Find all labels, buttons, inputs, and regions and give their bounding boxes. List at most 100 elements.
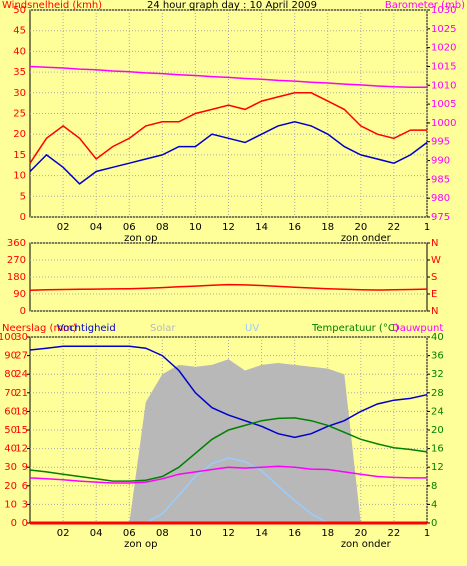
- y2ticks-label: S: [431, 272, 437, 283]
- legend-entry: Solar: [150, 323, 176, 334]
- x-tick-label: 16: [288, 222, 301, 233]
- yticks-label: 35: [13, 67, 26, 78]
- x-tick-label: 06: [123, 222, 136, 233]
- line: [29, 121, 428, 185]
- y3ticks-label: 27: [15, 351, 28, 362]
- yticks-label: 50: [4, 425, 17, 436]
- legend-entry: Dauwpunt: [392, 323, 443, 334]
- area: [30, 359, 427, 523]
- y3ticks-label: 12: [15, 444, 28, 455]
- yticks-label: 80: [4, 369, 17, 380]
- annotation: zon onder: [341, 539, 392, 550]
- yticks-label: 20: [13, 129, 26, 140]
- yticks-label: 30: [4, 462, 17, 473]
- y2ticks-label: 1010: [431, 80, 456, 91]
- yticks-label: 40: [4, 444, 17, 455]
- y3ticks-label: 6: [22, 481, 28, 492]
- yticks-label: 360: [7, 238, 26, 249]
- x-tick-label: 10: [189, 528, 202, 539]
- yticks-label: 50: [13, 5, 26, 16]
- y-axis-label: Windsnelheid (kmh): [2, 0, 102, 11]
- y3ticks-label: 0: [22, 518, 28, 529]
- x-tick-label: 12: [222, 222, 235, 233]
- annotation: zon op: [124, 539, 157, 550]
- x-tick-label: 16: [288, 528, 301, 539]
- yticks-label: 0: [20, 306, 26, 317]
- legend-entry: Temperatuur (°C): [311, 323, 399, 334]
- y2ticks-label: 32: [431, 369, 444, 380]
- y2ticks-label: 990: [431, 156, 450, 167]
- legend-entry: Vochtigheid: [57, 323, 116, 334]
- x-tick-label: 02: [57, 222, 70, 233]
- yticks-label: 90: [13, 289, 26, 300]
- y2ticks-label: 1000: [431, 118, 456, 129]
- y2ticks-label: 24: [431, 406, 444, 417]
- legend-entry: UV: [245, 323, 259, 334]
- y3ticks-label: 21: [15, 388, 28, 399]
- y2ticks-label: N: [431, 238, 438, 249]
- y2ticks-label: 12: [431, 462, 444, 473]
- x-tick-label: 22: [388, 222, 401, 233]
- x-tick-label: 12: [222, 528, 235, 539]
- yticks-label: 15: [13, 150, 26, 161]
- line: [29, 345, 428, 439]
- yticks-label: 10: [13, 171, 26, 182]
- y3ticks-label: 3: [22, 499, 28, 510]
- x-tick-label: 14: [255, 528, 268, 539]
- y2ticks-label: 36: [431, 351, 444, 362]
- x-tick-label: 22: [388, 528, 401, 539]
- y2ticks-label: 980: [431, 193, 450, 204]
- x-tick-label: 04: [90, 528, 103, 539]
- yticks-label: 20: [4, 481, 17, 492]
- line: [29, 92, 427, 164]
- y3ticks-label: 18: [15, 406, 28, 417]
- y2ticks-label: 995: [431, 137, 450, 148]
- y2ticks-label: 1030: [431, 5, 456, 16]
- y2ticks-label: 0: [431, 518, 437, 529]
- x-tick-label: 20: [354, 222, 367, 233]
- x-tick-label: 14: [255, 222, 268, 233]
- yticks-label: 270: [7, 255, 26, 266]
- x-tick-label: 18: [321, 222, 334, 233]
- y2ticks-label: 20: [431, 425, 444, 436]
- y3ticks-label: 30: [15, 332, 28, 343]
- y2ticks-label: 975: [431, 212, 450, 223]
- yticks-label: 5: [20, 191, 26, 202]
- y2ticks-label: 16: [431, 444, 444, 455]
- yticks-label: 45: [13, 26, 26, 37]
- chart-title: 24 hour graph day : 10 April 2009: [147, 0, 317, 11]
- x-tick-label: 18: [321, 528, 334, 539]
- y2-axis-label: Barometer (mb): [385, 0, 465, 11]
- x-tick-label: 20: [354, 528, 367, 539]
- y2ticks-label: 4: [431, 499, 437, 510]
- y2ticks-label: 8: [431, 481, 437, 492]
- y2ticks-label: 40: [431, 332, 444, 343]
- y2ticks-label: 1025: [431, 24, 456, 35]
- y3ticks-label: 9: [22, 462, 28, 473]
- x-tick-label: 1: [424, 528, 430, 539]
- yticks-label: 100: [0, 332, 17, 343]
- x-tick-label: 08: [156, 222, 169, 233]
- yticks-label: 180: [7, 272, 26, 283]
- yticks-label: 90: [4, 351, 17, 362]
- y2ticks-label: E: [431, 289, 437, 300]
- y2ticks-label: 1015: [431, 61, 456, 72]
- annotation: zon onder: [341, 233, 392, 244]
- line: [29, 465, 427, 484]
- yticks-label: 0: [20, 212, 26, 223]
- yticks-label: 60: [4, 406, 17, 417]
- legend-entry: Neerslag (mm): [2, 323, 77, 334]
- yticks-label: 10: [4, 499, 17, 510]
- yticks-label: 70: [4, 388, 17, 399]
- y3ticks-label: 15: [15, 425, 28, 436]
- yticks-label: 30: [13, 88, 26, 99]
- x-tick-label: 06: [123, 528, 136, 539]
- line: [29, 283, 428, 291]
- line: [29, 417, 428, 482]
- x-tick-label: 1: [424, 222, 430, 233]
- x-tick-label: 08: [156, 528, 169, 539]
- line: [29, 65, 427, 88]
- y2ticks-label: 1005: [431, 99, 456, 110]
- y3ticks-label: 24: [15, 369, 28, 380]
